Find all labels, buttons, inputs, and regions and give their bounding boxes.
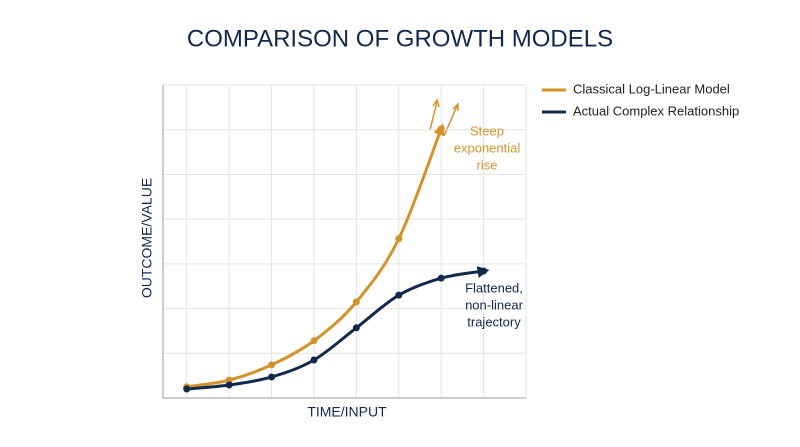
legend-label: Actual Complex Relationship <box>573 103 739 118</box>
annotation: rise <box>477 157 498 172</box>
annotation: non-linear <box>465 297 523 312</box>
data-point <box>225 381 233 389</box>
data-point <box>268 373 276 381</box>
chart-title: COMPARISON OF GROWTH MODELS <box>187 25 613 52</box>
data-point <box>437 125 445 133</box>
data-point <box>395 235 403 243</box>
legend-label: Classical Log-Linear Model <box>573 81 730 96</box>
data-point <box>310 356 318 364</box>
y-axis-label: OUTCOME/VALUE <box>139 178 155 298</box>
data-point <box>437 274 445 282</box>
annotation: Flattened, <box>465 280 523 295</box>
series-line <box>186 266 490 391</box>
data-point <box>225 376 233 384</box>
data-point <box>183 385 191 393</box>
decor-arrows <box>429 98 459 137</box>
data-point <box>310 337 318 345</box>
annotation: trajectory <box>467 314 521 329</box>
data-point <box>480 267 488 275</box>
data-point <box>395 291 403 299</box>
x-axis-label: TIME/INPUT <box>307 404 387 420</box>
data-point <box>352 298 360 306</box>
annotation: exponential <box>454 140 521 155</box>
data-point <box>352 324 360 332</box>
annotation: Steep <box>470 123 504 138</box>
data-point <box>268 361 276 369</box>
